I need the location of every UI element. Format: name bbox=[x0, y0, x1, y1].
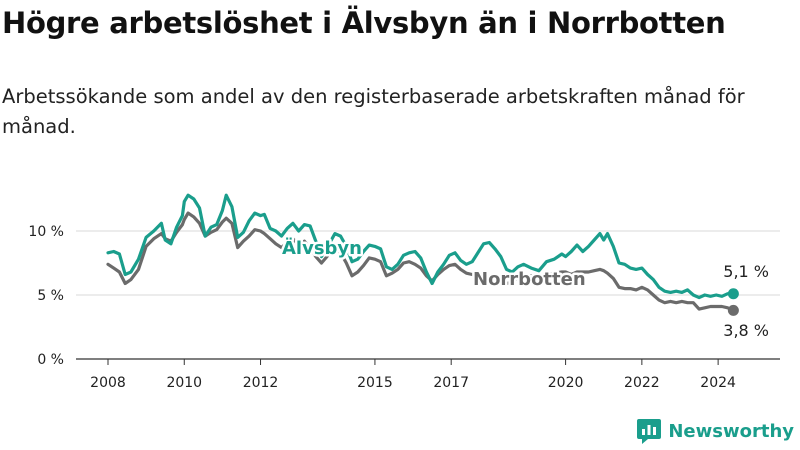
x-axis: 2008 2010 2012 2015 2017 2020 2022 2024 bbox=[90, 359, 736, 391]
series-labels: Älvsbyn Norrbotten 5,1 % 3,8 % bbox=[280, 235, 772, 343]
brand-name: Newsworthy bbox=[668, 420, 794, 442]
brand-logo[interactable]: Newsworthy bbox=[636, 416, 794, 446]
chart-title: Högre arbetslöshet i Älvsbyn än i Norrbo… bbox=[2, 6, 726, 40]
x-tick-label: 2024 bbox=[700, 375, 736, 391]
series-label-alvsbyn: Älvsbyn bbox=[282, 237, 362, 259]
series-lines bbox=[106, 193, 739, 316]
end-label-alvsbyn: 5,1 % bbox=[723, 262, 769, 281]
x-tick-label: 2012 bbox=[243, 375, 279, 391]
x-tick-label: 2017 bbox=[433, 375, 469, 391]
chart-subtitle: Arbetssökande som andel av den registerb… bbox=[2, 85, 745, 138]
y-tick-labels: 0 % 5 % 10 % bbox=[28, 224, 64, 368]
series-line-norrbotten bbox=[106, 211, 735, 312]
x-tick-label: 2010 bbox=[166, 375, 202, 391]
x-tick-label: 2015 bbox=[357, 375, 393, 391]
y-tick-label: 0 % bbox=[37, 352, 64, 368]
series-line-alvsbyn bbox=[106, 193, 735, 300]
gridlines bbox=[76, 230, 780, 360]
x-tick-label: 2008 bbox=[90, 375, 126, 391]
series-label-norrbotten: Norrbotten bbox=[473, 269, 586, 290]
y-tick-label: 10 % bbox=[28, 224, 64, 240]
newsworthy-logo-icon bbox=[637, 419, 662, 444]
x-tick-label: 2020 bbox=[548, 375, 584, 391]
end-label-norrbotten: 3,8 % bbox=[723, 321, 769, 340]
y-tick-label: 5 % bbox=[37, 288, 64, 304]
x-tick-label: 2022 bbox=[624, 375, 660, 391]
end-dot-alvsbyn bbox=[727, 288, 739, 300]
end-dot-norrbotten bbox=[727, 304, 739, 316]
